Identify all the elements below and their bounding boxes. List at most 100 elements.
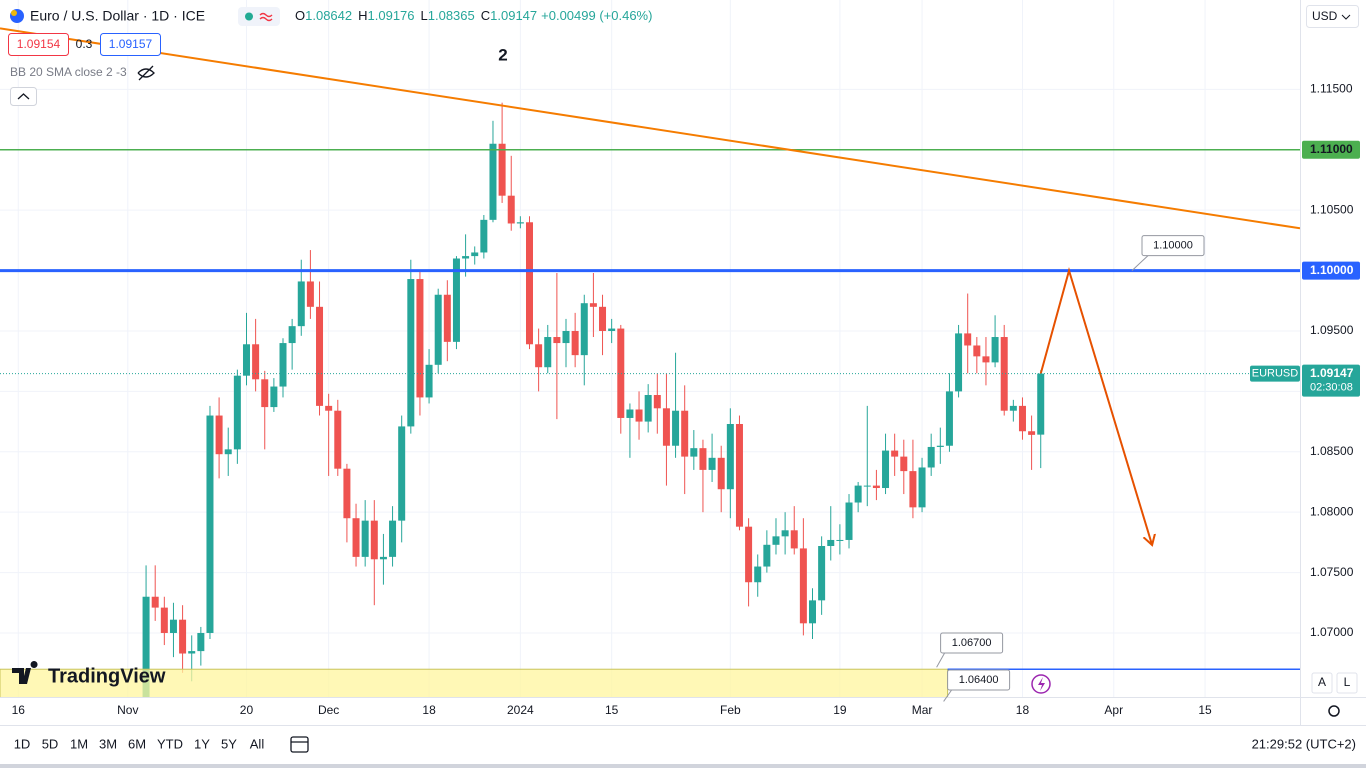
zone: [0, 668, 949, 697]
x-tick-label: 15: [605, 703, 619, 717]
candle-body: [927, 446, 935, 468]
candle-body: [863, 485, 871, 487]
candle-body: [635, 409, 643, 422]
y-tick-label: 1.11500: [1310, 82, 1353, 96]
candle-body: [544, 337, 552, 368]
price-label: 1.09147: [1310, 366, 1354, 380]
candle-body: [562, 330, 570, 344]
candle-body: [1009, 405, 1017, 411]
ohlc-value: 1.09176: [368, 8, 415, 23]
currency-select[interactable]: [1306, 5, 1359, 28]
candle-body: [160, 607, 168, 633]
candle-body: [717, 457, 725, 490]
candle-body: [909, 471, 917, 508]
candle-body: [224, 449, 232, 455]
bid-box[interactable]: [8, 33, 69, 56]
candle-body: [617, 328, 625, 418]
price-axis: 1.070001.075001.080001.085001.090001.095…: [1302, 82, 1360, 639]
candle-body: [580, 303, 588, 356]
candle-body: [772, 536, 780, 545]
x-tick-label: Feb: [720, 703, 741, 717]
scale-button[interactable]: [1336, 672, 1358, 694]
candle-body: [1028, 431, 1036, 435]
range-button[interactable]: 6M: [128, 736, 146, 751]
candle-body: [206, 415, 214, 633]
scale-button[interactable]: [1311, 672, 1333, 694]
range-button[interactable]: 1D: [14, 736, 31, 751]
candle-body: [525, 222, 533, 345]
status-badge: [238, 7, 280, 26]
candle-body: [188, 651, 196, 654]
logo-icon: [12, 661, 38, 684]
collapse-button[interactable]: [10, 87, 37, 106]
range-button[interactable]: 3M: [99, 736, 117, 751]
alert-bolt: [1038, 677, 1045, 691]
range-button[interactable]: 1M: [70, 736, 88, 751]
candle-body: [389, 520, 397, 557]
plot-area: [0, 27, 1300, 697]
x-tick-label: 19: [833, 703, 847, 717]
spread: 0.3: [76, 37, 93, 51]
range-button[interactable]: YTD: [157, 736, 183, 751]
symbol-title: Euro / U.S. Dollar · 1D · ICE: [30, 8, 205, 24]
candle-body: [681, 410, 689, 457]
bottom-edge: [0, 764, 1366, 768]
candle-body: [316, 306, 324, 406]
candle-body: [507, 195, 515, 224]
y-tick-label: 1.08500: [1310, 444, 1354, 458]
candle-body: [306, 281, 314, 307]
candle-body: [325, 405, 333, 411]
candle-body: [151, 596, 159, 608]
candle-body: [991, 337, 999, 363]
range-button[interactable]: 5Y: [221, 736, 237, 751]
currency: USD: [1312, 9, 1338, 23]
candle-body: [288, 326, 296, 344]
ask-box[interactable]: [100, 33, 161, 56]
candle-body: [1037, 373, 1045, 435]
callout-pointer: [1131, 255, 1149, 271]
candle-body: [215, 415, 223, 455]
candle-body: [754, 566, 762, 583]
symbol-icon: [11, 10, 17, 16]
candle-body: [955, 333, 963, 392]
projection-arrow: [1039, 266, 1152, 545]
hide-icon[interactable]: [137, 65, 155, 81]
candle-body: [343, 468, 351, 519]
scale-button-label: A: [1318, 675, 1326, 689]
range-button[interactable]: 1Y: [194, 736, 210, 751]
candle-body: [169, 619, 177, 633]
y-tick-label: 1.10500: [1310, 202, 1354, 216]
x-tick-label: 15: [1198, 703, 1212, 717]
candle-body: [626, 409, 634, 418]
x-tick-label: 20: [240, 703, 254, 717]
y-tick-label: 1.08000: [1310, 504, 1354, 518]
x-tick-label: Apr: [1104, 703, 1123, 717]
collapse-icon: [17, 93, 30, 100]
range-button[interactable]: 5D: [42, 736, 59, 751]
scale-button-label: L: [1344, 675, 1351, 689]
ohlc-key: L: [421, 8, 428, 23]
settings-icon[interactable]: [1328, 705, 1340, 717]
candle-body: [854, 485, 862, 503]
candle-body: [407, 279, 415, 427]
candle-body: [352, 518, 360, 557]
date-range-icon[interactable]: [290, 736, 309, 753]
candle-body: [662, 408, 670, 446]
clock: 21:29:52 (UTC+2): [1252, 736, 1356, 751]
ohlc-legend: O1.08642 H1.09176 L1.08365 C1.09147 +0.00499…: [295, 8, 652, 23]
range-button[interactable]: All: [250, 736, 265, 751]
x-tick-label: Nov: [117, 703, 138, 717]
candle-body: [242, 344, 250, 376]
candle-body: [599, 306, 607, 331]
callout-box: [947, 669, 1011, 691]
ohlc-key: O: [295, 8, 305, 23]
candle-body: [370, 520, 378, 560]
candle-body: [918, 467, 926, 508]
candle-body: [589, 303, 597, 307]
y-tick-label: 1.09500: [1310, 323, 1354, 337]
candle-body: [297, 281, 305, 327]
candle-body: [964, 333, 972, 346]
callout-pointer: [936, 652, 946, 668]
